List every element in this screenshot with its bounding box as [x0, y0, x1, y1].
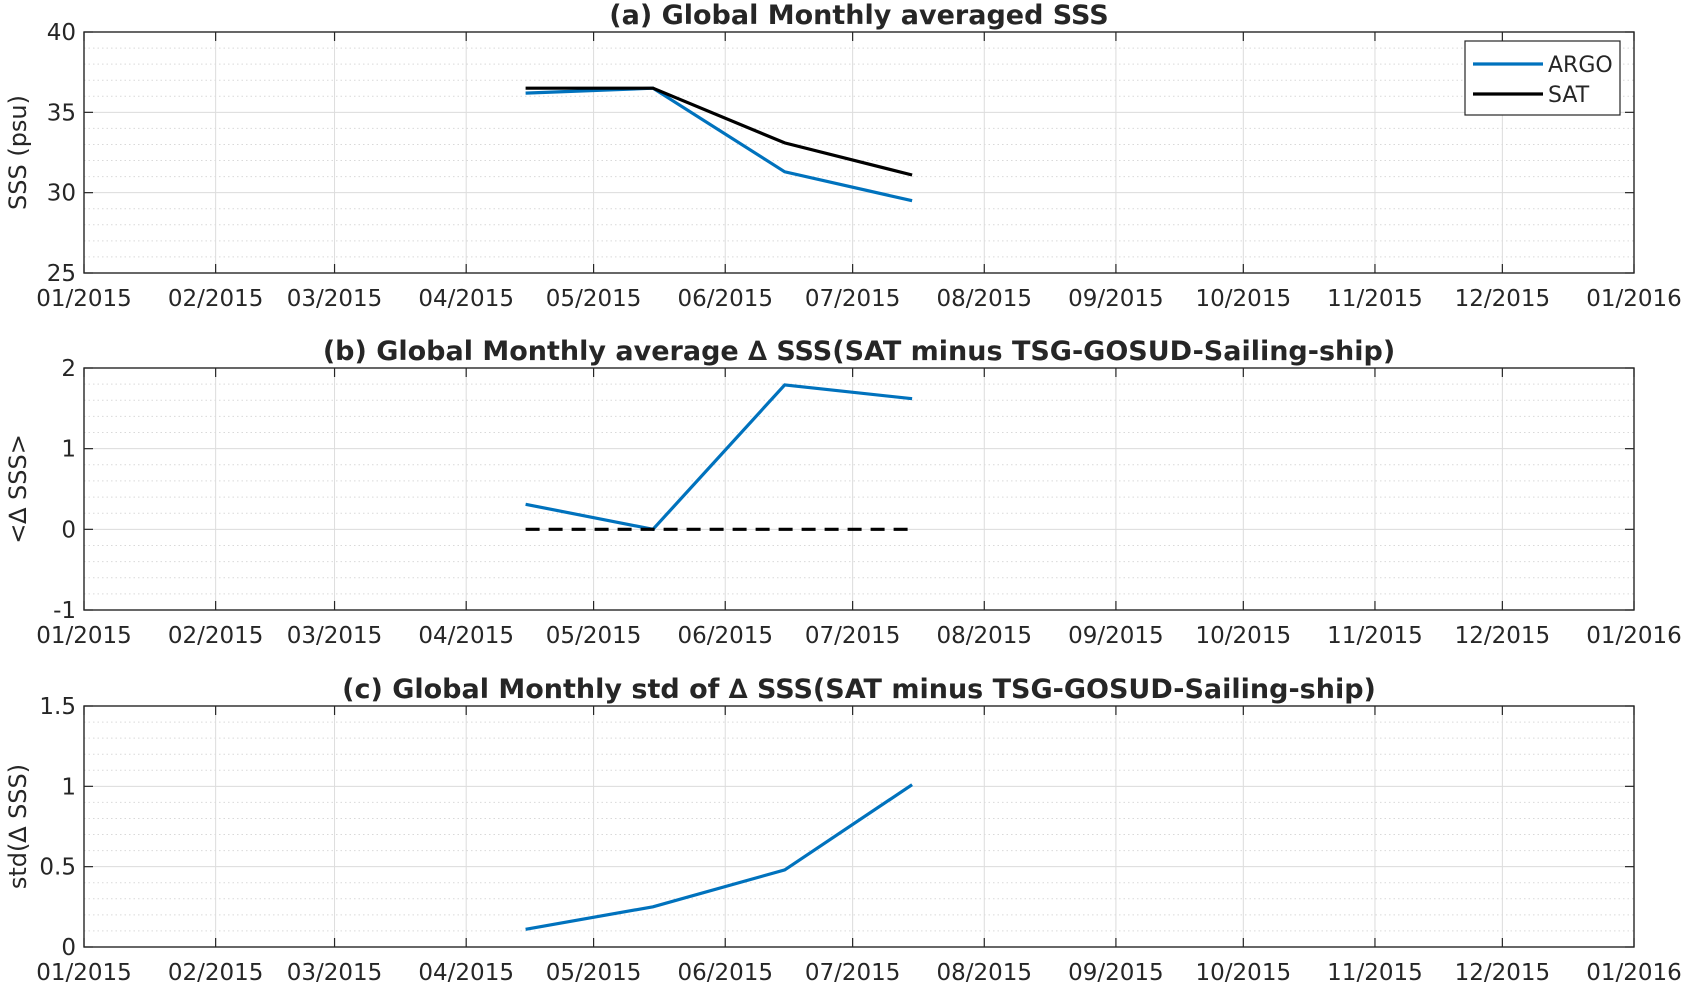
x-tick-label: 10/2015: [1196, 960, 1292, 984]
x-tick-label: 10/2015: [1196, 623, 1292, 649]
axes-frame: [83, 705, 1635, 948]
y-tick-label: 1: [61, 774, 76, 800]
y-tick-label: 1.5: [39, 694, 76, 720]
legend: ARGO SAT: [1464, 40, 1621, 116]
y-tick-label: 25: [47, 261, 76, 287]
y-tick-label: 1: [61, 437, 76, 463]
data-point: [910, 173, 914, 177]
x-tick-label: 12/2015: [1455, 623, 1551, 649]
data-point: [524, 86, 528, 90]
x-tick-label: 08/2015: [936, 960, 1032, 984]
x-tick-label: 09/2015: [1068, 623, 1164, 649]
y-axis-label: std(∆ SSS): [4, 764, 32, 889]
y-tick-label: 0: [61, 935, 76, 961]
x-tick-label: 05/2015: [546, 623, 642, 649]
data-point: [783, 868, 787, 872]
x-tick-label: 03/2015: [287, 623, 383, 649]
x-tick-label: 07/2015: [805, 286, 901, 312]
x-tick-label: 09/2015: [1068, 286, 1164, 312]
data-point: [524, 927, 528, 931]
panel-2: 01/2015 02/2015 03/2015 04/2015 05/2015 06/20…: [4, 336, 1682, 649]
data-point: [910, 783, 914, 787]
legend-label: SAT: [1548, 83, 1590, 108]
y-tick-label: 0: [61, 517, 76, 543]
x-tick-label: 03/2015: [287, 286, 383, 312]
data-point: [524, 502, 528, 506]
x-tick-label: 06/2015: [677, 286, 773, 312]
data-point: [783, 527, 787, 531]
y-tick-label: -1: [53, 598, 76, 624]
x-tick-label: 08/2015: [936, 623, 1032, 649]
panel-title: (a) Global Monthly averaged SSS: [609, 0, 1108, 31]
y-tick-label: 0.5: [39, 855, 76, 881]
x-tick-label: 01/2015: [36, 623, 132, 649]
data-point: [783, 170, 787, 174]
x-tick-label: 06/2015: [677, 960, 773, 984]
legend-label: ARGO: [1548, 53, 1613, 78]
panel-1: 01/2015 02/2015 03/2015 04/2015 05/2015 06/20…: [4, 0, 1682, 312]
x-tick-label: 10/2015: [1196, 286, 1292, 312]
panel-title: (c) Global Monthly std of ∆ SSS(SAT minu…: [342, 674, 1376, 705]
panel-title: (b) Global Monthly average ∆ SSS(SAT min…: [323, 336, 1395, 367]
x-tick-label: 07/2015: [805, 623, 901, 649]
x-tick-label: 09/2015: [1068, 960, 1164, 984]
series-line-argo: [525, 86, 913, 203]
x-tick-label: 11/2015: [1327, 960, 1423, 984]
axes-frame: [83, 367, 1635, 611]
axes-frame: [83, 31, 1635, 274]
series-line-sat: [525, 86, 913, 177]
y-tick-label: 40: [47, 20, 76, 46]
panel-3: 01/2015 02/2015 03/2015 04/2015 05/2015 06/20…: [4, 674, 1682, 984]
x-tick-label: 04/2015: [418, 286, 514, 312]
data-point: [651, 86, 655, 90]
x-tick-label: 11/2015: [1327, 623, 1423, 649]
data-point: [910, 527, 914, 531]
x-tick-label: 01/2016: [1586, 286, 1682, 312]
x-tick-label: 05/2015: [546, 960, 642, 984]
data-point: [651, 905, 655, 909]
data-point: [524, 91, 528, 95]
x-tick-label: 04/2015: [418, 623, 514, 649]
x-tick-label: 01/2016: [1586, 623, 1682, 649]
data-point: [524, 527, 528, 531]
x-tick-label: 02/2015: [168, 286, 264, 312]
data-point: [910, 199, 914, 203]
y-axis-label: <∆ SSS>: [4, 434, 32, 544]
y-tick-label: 2: [61, 356, 76, 382]
y-tick-label: 30: [47, 181, 76, 207]
x-tick-label: 02/2015: [168, 960, 264, 984]
y-axis-label: SSS (psu): [4, 95, 32, 210]
x-tick-label: 01/2015: [36, 286, 132, 312]
x-tick-label: 03/2015: [287, 960, 383, 984]
x-tick-label: 01/2016: [1586, 960, 1682, 984]
y-tick-label: 35: [47, 100, 76, 126]
plot-area: [84, 32, 1634, 273]
x-tick-label: 01/2015: [36, 960, 132, 984]
legend-box: [1464, 40, 1621, 116]
x-tick-label: 04/2015: [418, 960, 514, 984]
data-point: [910, 397, 914, 401]
x-tick-label: 12/2015: [1455, 286, 1551, 312]
plot-area: [84, 706, 1634, 947]
data-point: [783, 141, 787, 145]
x-tick-label: 11/2015: [1327, 286, 1423, 312]
x-tick-label: 08/2015: [936, 286, 1032, 312]
x-tick-label: 05/2015: [546, 286, 642, 312]
series-line-1: [525, 783, 913, 931]
x-tick-label: 06/2015: [677, 623, 773, 649]
x-tick-label: 07/2015: [805, 960, 901, 984]
plot-area: [84, 368, 1634, 610]
x-tick-label: 02/2015: [168, 623, 264, 649]
data-point: [783, 383, 787, 387]
x-tick-label: 12/2015: [1455, 960, 1551, 984]
data-point: [651, 527, 655, 531]
series-line-1: [525, 383, 913, 532]
